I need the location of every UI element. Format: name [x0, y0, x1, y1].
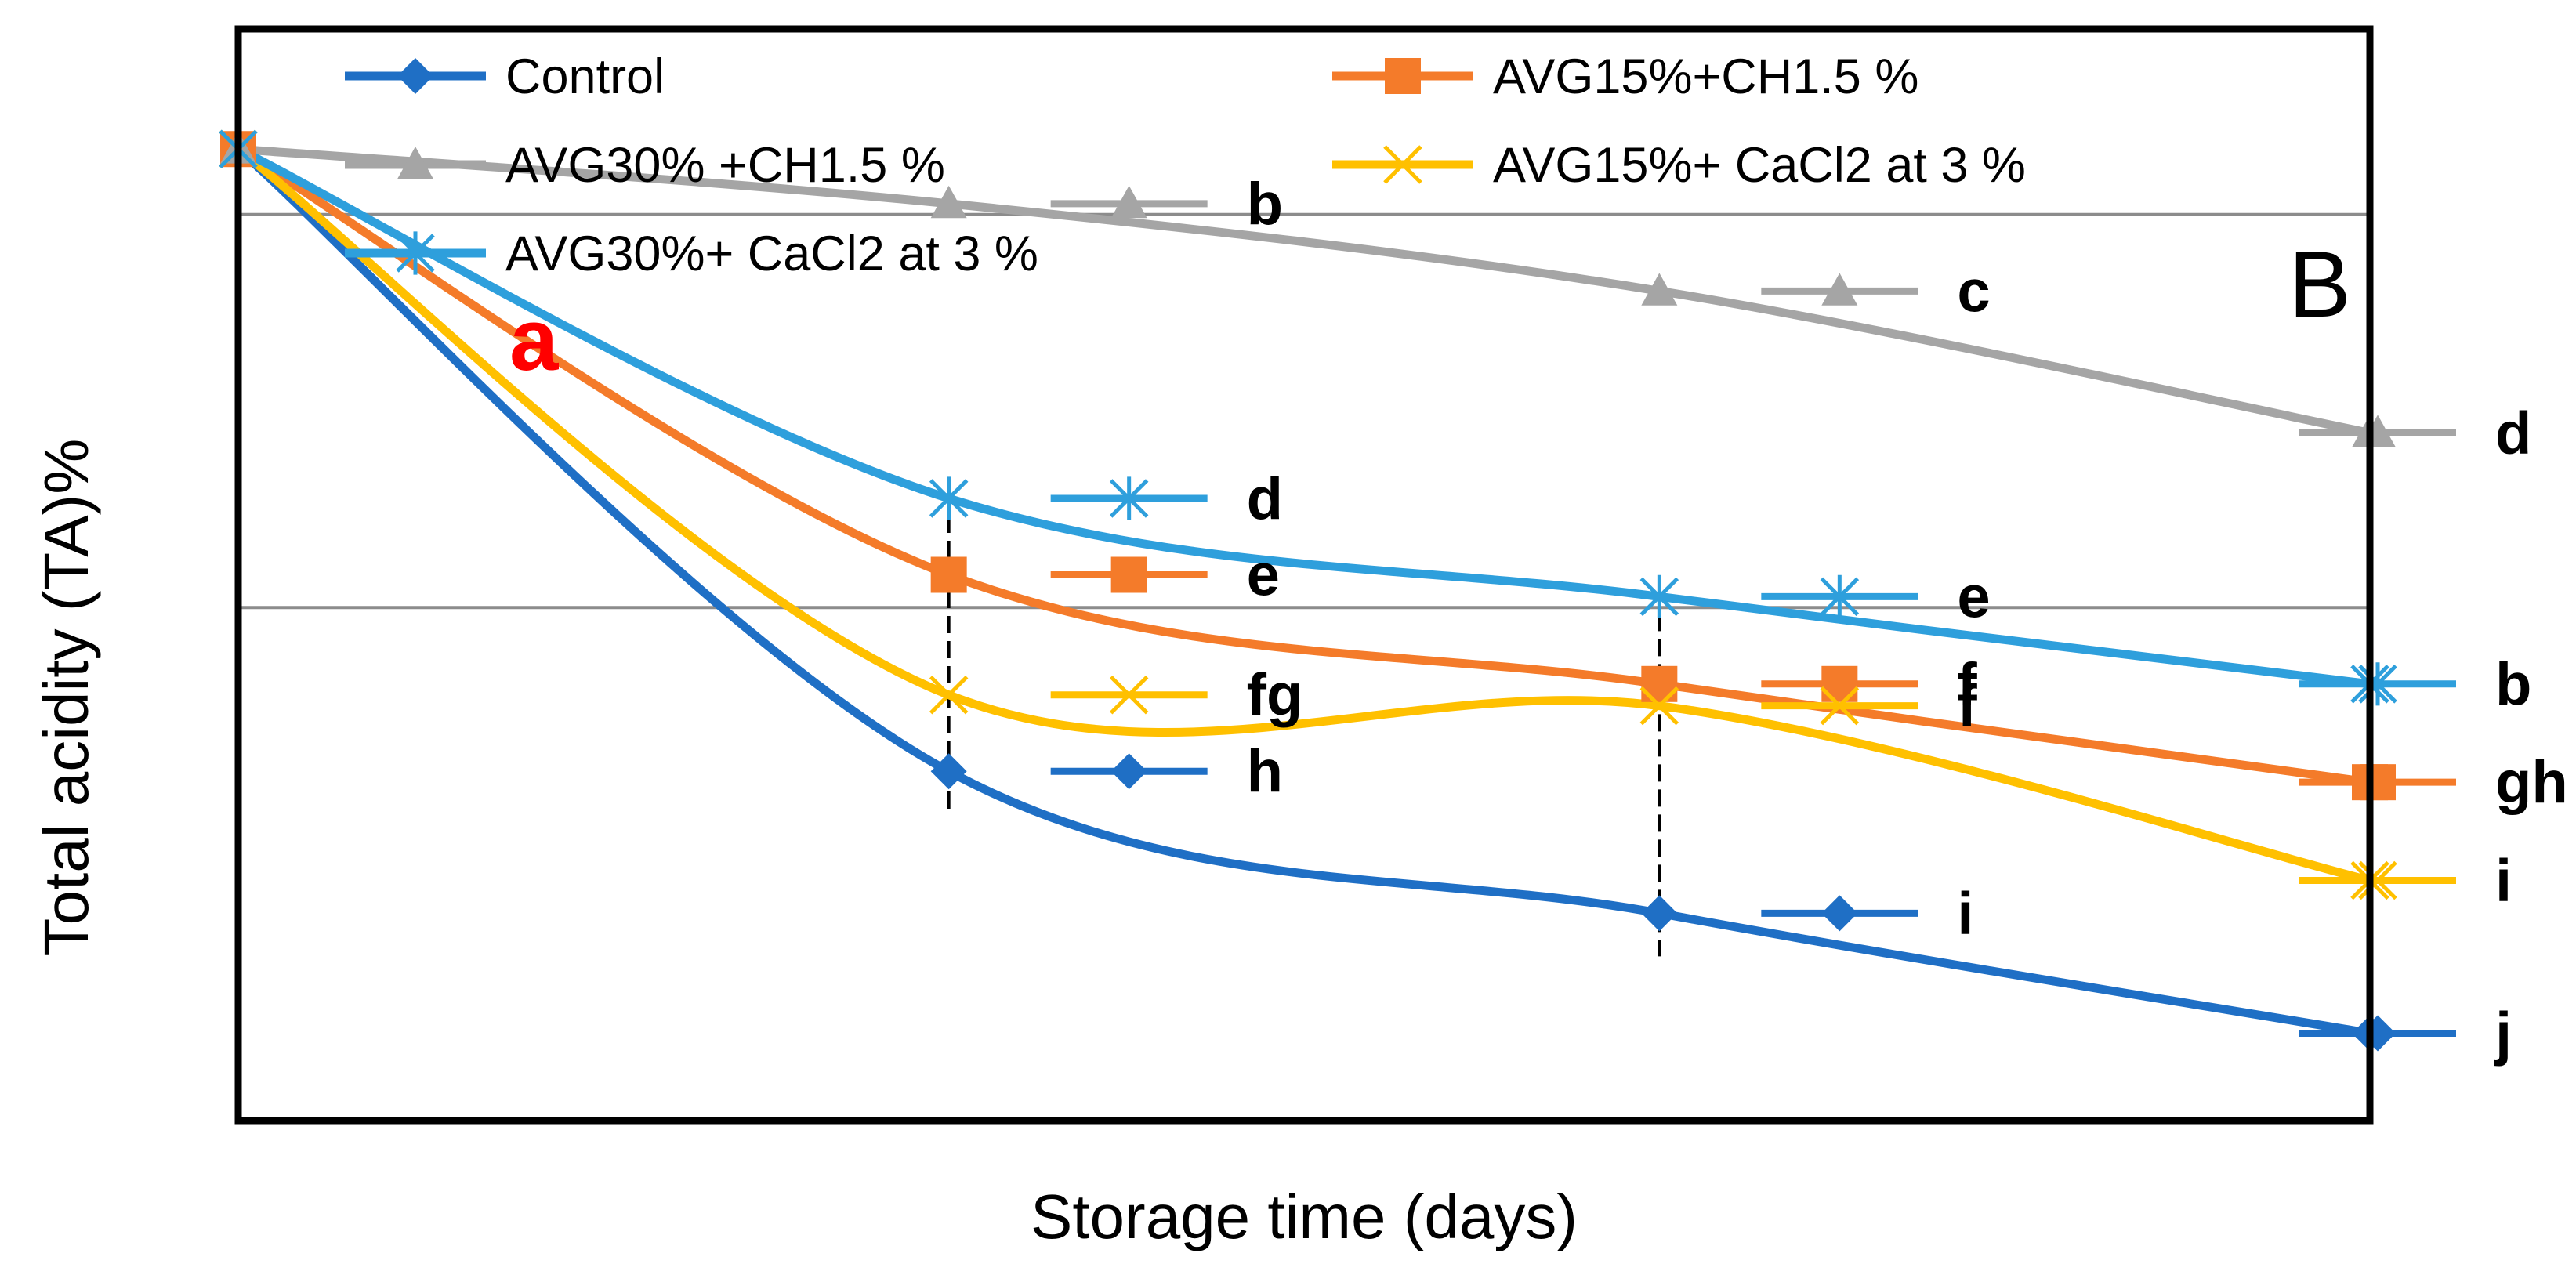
letter-control-3: j	[2494, 1001, 2512, 1067]
letter-key-marker-avg15-cacl2-at-3-1	[1109, 675, 1149, 715]
series-lines	[235, 144, 2371, 1038]
legend-item-avg30-ch1-5: AVG30% +CH1.5 %	[345, 138, 945, 193]
legend-item-avg30-cacl2-at-3: AVG30%+ CaCl2 at 3 %	[345, 226, 1038, 281]
letter-avg30-ch1-5-3: d	[2495, 400, 2531, 466]
line-avg15-cacl2-at-3	[235, 145, 2371, 885]
legend-marker-avg30-cacl2-at-3	[396, 231, 435, 275]
x-axis-title: Storage time (days)	[1031, 1182, 1578, 1251]
legend-marker-avg15-ch1-5	[1385, 58, 1421, 94]
letter-key-marker-avg15-cacl2-at-3-3	[2358, 860, 2397, 900]
letter-key-marker-avg15-ch1-5-2	[1821, 665, 1858, 702]
letter-group-control-1: h	[1050, 738, 1283, 805]
letter-group-avg30-ch1-5-2: c	[1761, 258, 1991, 324]
letter-avg15-cacl2-at-3-2: f	[1957, 673, 1977, 740]
y-axis-title: Total acidity (TA)%	[31, 439, 101, 957]
letter-key-marker-avg30-cacl2-at-3-2	[1820, 574, 1860, 618]
letter-key-marker-avg15-cacl2-at-3-2	[1820, 686, 1860, 726]
marker-avg30-ch1-5-2	[1641, 273, 1678, 306]
letter-avg30-cacl2-at-3-3: b	[2495, 651, 2531, 718]
marker-control-1	[930, 753, 967, 790]
significance-bars	[947, 490, 1661, 957]
letter-avg15-cacl2-at-3-3: i	[2495, 848, 2512, 915]
letter-avg15-cacl2-at-3-1: fg	[1247, 662, 1303, 729]
legend-marker-avg30-ch1-5	[397, 147, 433, 179]
letter-avg30-cacl2-at-3-2: e	[1957, 563, 1990, 630]
marker-avg15-cacl2-at-3-1	[929, 675, 969, 715]
marker-control-2	[1641, 895, 1678, 932]
letter-control-1: h	[1247, 738, 1283, 805]
letter-key-marker-avg30-cacl2-at-3-3	[2358, 662, 2397, 706]
letter-key-marker-avg30-ch1-5-2	[1821, 273, 1858, 306]
letter-group-avg15-cacl2-at-3-2: f	[1761, 673, 1977, 740]
letter-group-avg30-cacl2-at-3-1: d	[1050, 465, 1283, 532]
marker-avg15-cacl2-at-3-2	[1639, 686, 1679, 726]
letter-group-control-2: i	[1761, 880, 1973, 947]
letter-key-marker-avg15-ch1-5-1	[1110, 556, 1147, 593]
letter-avg30-ch1-5-2: c	[1957, 258, 1990, 324]
letter-group-avg15-cacl2-at-3-3: i	[2299, 848, 2512, 915]
legend-label-avg30-ch1-5: AVG30% +CH1.5 %	[505, 138, 945, 193]
gridlines	[238, 212, 2370, 610]
letter-avg30-cacl2-at-3-1: d	[1247, 465, 1283, 532]
letter-group-avg15-cacl2-at-3-1: fg	[1050, 662, 1303, 729]
legend-item-avg15-ch1-5: AVG15%+CH1.5 %	[1332, 49, 1918, 104]
marker-avg30-cacl2-at-3-2	[1639, 574, 1679, 618]
letter-key-marker-control-2	[1821, 895, 1858, 932]
letter-avg15-ch1-5-3: gh	[2495, 749, 2568, 816]
letter-key-marker-avg15-ch1-5-3	[2360, 764, 2396, 801]
letter-group-avg30-cacl2-at-3-3: b	[2299, 651, 2531, 718]
marker-avg30-cacl2-at-3-1	[929, 476, 969, 520]
marker-avg15-ch1-5-2	[1641, 665, 1678, 702]
letter-key-marker-avg30-ch1-5-1	[1110, 185, 1147, 219]
legend-label-control: Control	[505, 49, 665, 104]
letter-control-2: i	[1957, 880, 1973, 947]
letter-group-avg30-ch1-5-1: b	[1050, 171, 1283, 237]
panel-label: B	[2288, 232, 2351, 337]
letter-key-marker-control-1	[1110, 753, 1147, 790]
legend-label-avg30-cacl2-at-3: AVG30%+ CaCl2 at 3 %	[505, 226, 1038, 281]
letter-avg30-ch1-5-1: b	[1247, 171, 1283, 237]
line-avg30-cacl2-at-3	[236, 145, 2371, 689]
plot-frame	[234, 25, 2374, 1125]
letter-group-avg15-ch1-5-1: e	[1050, 542, 1280, 609]
legend-label-avg15-cacl2-at-3: AVG15%+ CaCl2 at 3 %	[1493, 138, 2026, 193]
top-significance-label: a	[509, 291, 559, 389]
letter-group-avg15-ch1-5-3: gh	[2299, 749, 2568, 816]
legend-marker-avg15-cacl2-at-3	[1383, 145, 1422, 184]
legend-label-avg15-ch1-5: AVG15%+CH1.5 %	[1493, 49, 1918, 104]
legend: Control AVG15%+CH1.5 % AVG30% +CH1.5 % AVG1…	[345, 49, 2026, 281]
marker-avg15-ch1-5-1	[930, 556, 967, 593]
line-avg15-ch1-5	[236, 145, 2371, 787]
letter-key-marker-avg30-cacl2-at-3-1	[1109, 476, 1149, 520]
letter-avg15-ch1-5-2: f	[1957, 651, 1977, 718]
line-avg30-ch1-5	[237, 144, 2371, 437]
legend-marker-control	[397, 58, 433, 94]
line-control	[235, 146, 2371, 1038]
legend-item-control: Control	[345, 49, 665, 104]
letter-avg15-ch1-5-1: e	[1247, 542, 1280, 609]
marker-avg30-ch1-5-1	[930, 185, 967, 219]
letter-group-avg30-cacl2-at-3-2: e	[1761, 563, 1991, 630]
legend-item-avg15-cacl2-at-3: AVG15%+ CaCl2 at 3 %	[1332, 138, 2026, 193]
